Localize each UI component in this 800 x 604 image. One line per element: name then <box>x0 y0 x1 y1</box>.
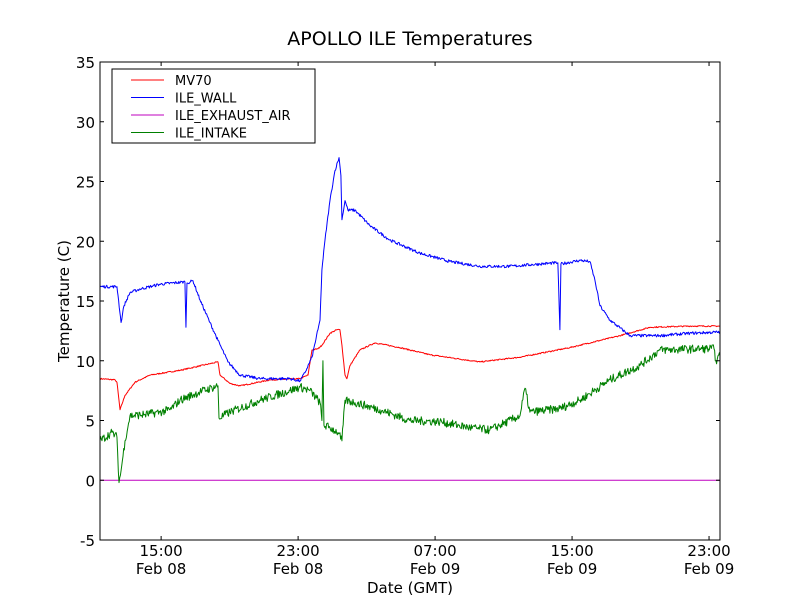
series-line-mv70 <box>100 325 720 411</box>
chart-title: APOLLO ILE Temperatures <box>287 28 532 50</box>
y-tick-label: 35 <box>76 54 95 72</box>
legend-box <box>111 68 316 144</box>
y-tick-label: 25 <box>76 174 95 192</box>
x-tick-label-time: 15:00 <box>140 542 183 560</box>
y-tick-label: -5 <box>80 532 95 550</box>
plot-area <box>100 157 720 484</box>
x-tick-label-date: Feb 08 <box>273 560 323 578</box>
series-group <box>100 157 720 484</box>
legend-label: ILE_INTAKE <box>175 127 247 142</box>
x-tick-label-date: Feb 08 <box>136 560 186 578</box>
x-tick-label-time: 07:00 <box>413 542 456 560</box>
x-tick-label-date: Feb 09 <box>547 560 597 578</box>
x-tick-label-date: Feb 09 <box>410 560 460 578</box>
legend: MV70 ILE_WALL ILE_EXHAUST_AIR ILE_INTAKE <box>111 68 316 144</box>
legend-label: ILE_WALL <box>175 92 237 107</box>
legend-label: ILE_EXHAUST_AIR <box>175 109 291 124</box>
y-tick-label: 0 <box>85 472 95 490</box>
x-tick-label-time: 23:00 <box>276 542 319 560</box>
y-tick-label: 15 <box>76 293 95 311</box>
y-tick-label: 5 <box>85 413 95 431</box>
series-line-ile-intake <box>100 344 720 484</box>
x-axis-label: Date (GMT) <box>367 579 453 597</box>
x-tick-label-time: 23:00 <box>687 542 730 560</box>
y-tick-label: 20 <box>76 233 95 251</box>
x-tick-label-time: 15:00 <box>550 542 593 560</box>
y-tick-label: 30 <box>76 114 95 132</box>
x-tick-label-date: Feb 09 <box>684 560 734 578</box>
series-line-ile-wall <box>100 157 720 383</box>
y-tick-label: 10 <box>76 353 95 371</box>
y-axis-label: Temperature (C) <box>55 240 73 363</box>
legend-label: MV70 <box>175 74 212 89</box>
